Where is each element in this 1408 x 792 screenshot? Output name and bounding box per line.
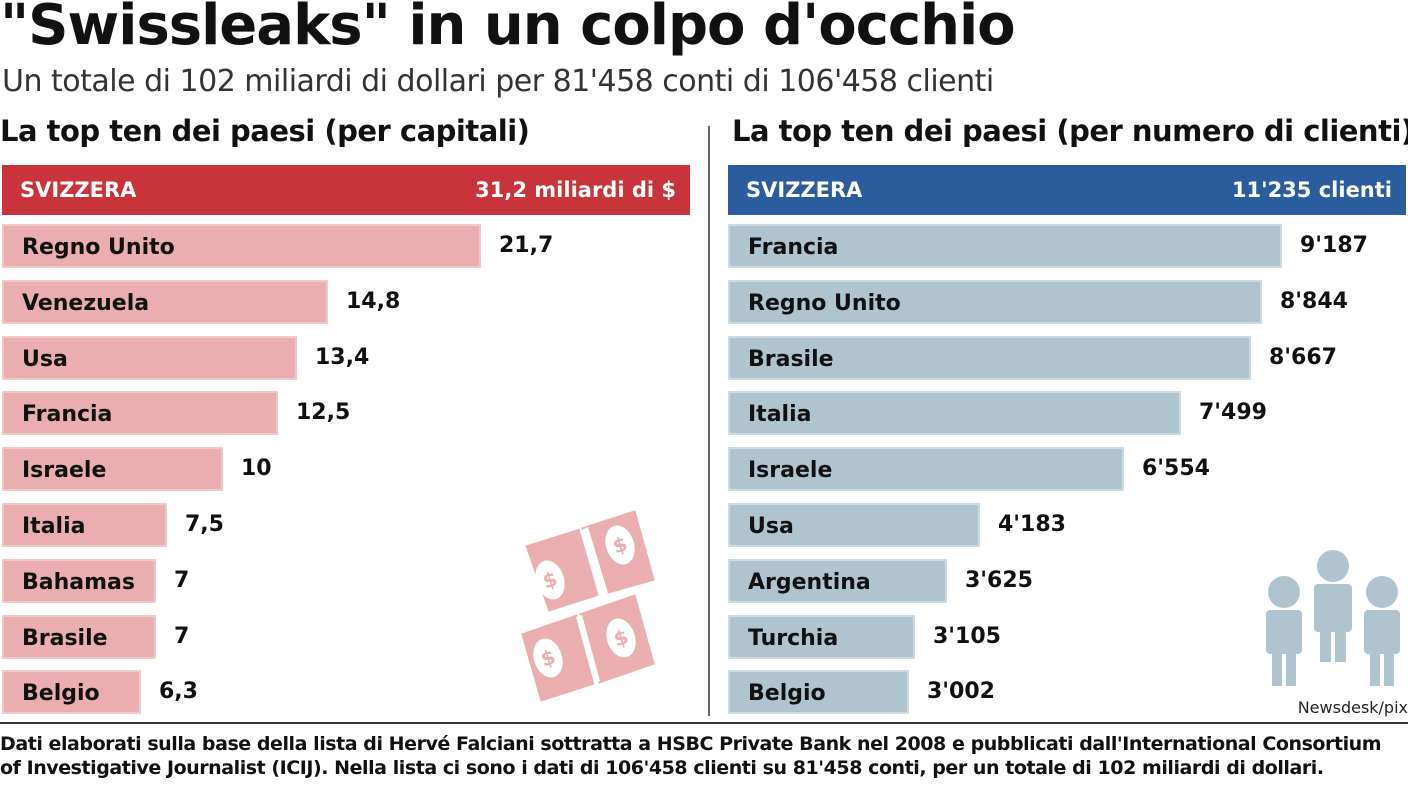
clients-category-label: Regno Unito	[748, 290, 901, 316]
capital-bar-6: Italia	[2, 503, 167, 547]
capital-bar-8: Brasile	[2, 614, 156, 659]
clients-category-label: Belgio	[748, 681, 826, 707]
people-icon	[1266, 550, 1400, 686]
capital-value-label: 12,5	[296, 400, 351, 426]
clients-bar-4: Italia	[728, 391, 1181, 436]
clients-category-label: SVIZZERA	[746, 178, 863, 202]
clients-bar-8: Turchia	[728, 614, 915, 659]
capital-category-label: Francia	[22, 402, 113, 428]
clients-category-label: Usa	[748, 514, 794, 539]
clients-value-label: 8'667	[1269, 344, 1337, 370]
capital-value-label: 31,2 miliardi di $	[475, 178, 676, 202]
clients-value-label: 9'187	[1300, 233, 1368, 258]
clients-value-label: 3'105	[933, 623, 1001, 649]
capital-value-label: 21,7	[499, 233, 554, 258]
clients-category-label: Turchia	[748, 625, 839, 651]
capital-value-label: 14,8	[346, 288, 401, 314]
capital-bar-1: Regno Unito	[2, 224, 481, 268]
capital-bar-7: Bahamas	[2, 558, 156, 603]
clients-bar-6: Usa	[728, 503, 980, 547]
footer-rule	[0, 722, 1408, 724]
capital-bar-4: Francia	[2, 391, 278, 436]
clients-value-label: 7'499	[1199, 400, 1267, 426]
clients-bar-9: Belgio	[728, 670, 909, 715]
capital-category-label: Belgio	[22, 681, 100, 707]
capital-value-label: 13,4	[315, 344, 370, 370]
clients-category-label: Argentina	[748, 569, 871, 595]
footnote: Dati elaborati sulla base della lista di…	[0, 733, 1382, 779]
capital-value-label: 6,3	[159, 679, 198, 705]
clients-value-label: 3'002	[927, 679, 995, 705]
capital-category-label: Israele	[22, 458, 107, 484]
dollar-bills-icon: $ $ $ $	[518, 507, 658, 705]
capital-category-label: Venezuela	[22, 290, 150, 316]
capital-category-label: Regno Unito	[22, 235, 175, 260]
capital-value-label: 7,5	[185, 512, 224, 537]
capital-value-label: 7	[174, 567, 190, 593]
capital-bar-3: Usa	[2, 335, 297, 380]
clients-value-label: 3'625	[965, 567, 1033, 593]
clients-bar-1: Francia	[728, 224, 1282, 268]
capital-bar-0: SVIZZERA 31,2 miliardi di $	[2, 165, 690, 215]
capital-category-label: Italia	[22, 514, 86, 539]
clients-bar-5: Israele	[728, 447, 1124, 492]
clients-value-label: 11'235 clienti	[1231, 178, 1392, 202]
capital-bar-2: Venezuela	[2, 279, 328, 324]
page-title: "Swissleaks" in un colpo d'occhio	[0, 0, 1016, 58]
clients-value-label: 6'554	[1142, 456, 1210, 482]
clients-category-label: Italia	[748, 402, 812, 428]
clients-category-label: Brasile	[748, 346, 834, 372]
capital-chart-title: La top ten dei paesi (per capitali)	[0, 114, 530, 148]
clients-chart-title: La top ten dei paesi (per numero di clie…	[732, 114, 1408, 148]
capital-category-label: Bahamas	[22, 569, 135, 595]
capital-category-label: Brasile	[22, 625, 108, 651]
clients-bar-0: SVIZZERA 11'235 clienti	[728, 165, 1406, 215]
credit: Newsdesk/pix	[1297, 698, 1408, 717]
capital-bar-9: Belgio	[2, 670, 141, 715]
page-subtitle: Un totale di 102 miliardi di dollari per…	[2, 64, 994, 99]
capital-category-label: SVIZZERA	[20, 178, 137, 202]
clients-bar-3: Brasile	[728, 335, 1251, 380]
clients-value-label: 4'183	[998, 512, 1066, 537]
clients-value-label: 8'844	[1280, 288, 1348, 314]
clients-category-label: Francia	[748, 235, 839, 260]
clients-bar-7: Argentina	[728, 558, 947, 603]
panel-divider	[708, 126, 710, 716]
capital-category-label: Usa	[22, 346, 68, 372]
clients-bar-2: Regno Unito	[728, 279, 1262, 324]
capital-value-label: 7	[174, 623, 190, 649]
capital-bar-5: Israele	[2, 447, 223, 492]
capital-value-label: 10	[241, 456, 272, 482]
clients-category-label: Israele	[748, 458, 833, 484]
